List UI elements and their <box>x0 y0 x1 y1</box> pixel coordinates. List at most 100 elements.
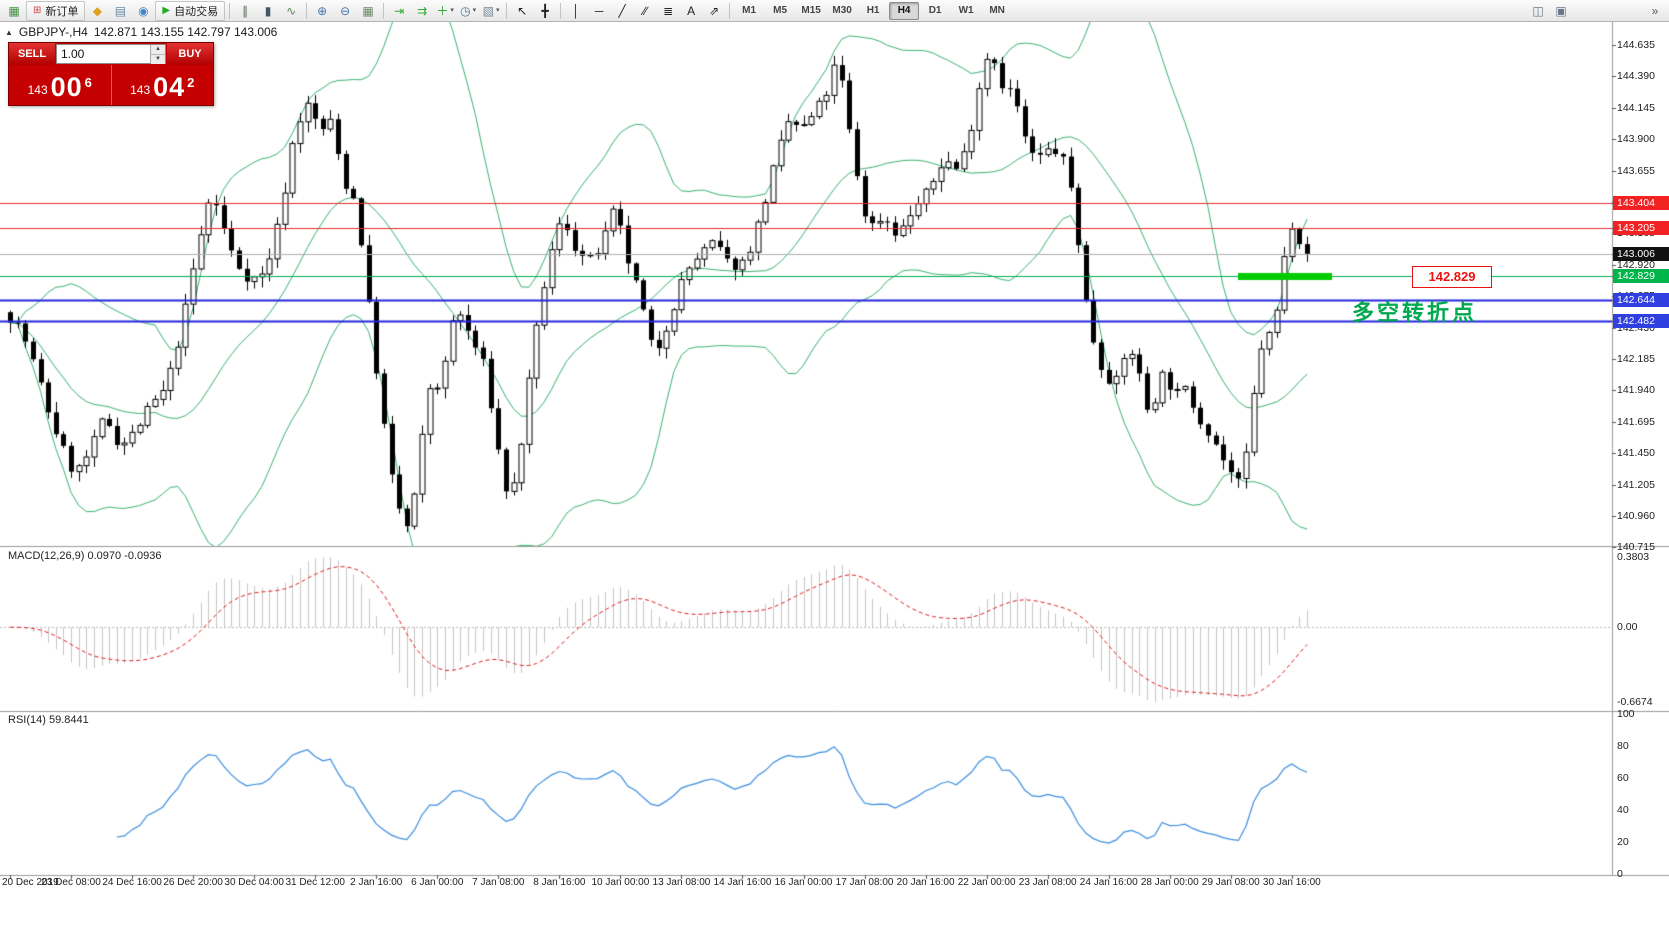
price-axis-label: 140.715 <box>1617 541 1655 554</box>
price-axis-label: 143.900 <box>1617 133 1655 146</box>
timeframe-h4-button[interactable]: H4 <box>889 1 920 20</box>
dropdown-caret-icon: ▾ <box>496 6 500 14</box>
timeframe-m30-button[interactable]: M30 <box>832 4 852 16</box>
new-order-icon: ⊞ <box>33 5 42 16</box>
rsi-axis-label: 20 <box>1617 836 1629 848</box>
time-axis-label: 10 Jan 00:00 <box>591 877 650 888</box>
volume-increase-button[interactable]: ▲ <box>151 45 165 54</box>
time-axis-label: 24 Dec 16:00 <box>102 877 162 888</box>
periods-button[interactable]: ◷ ▾ <box>460 3 477 18</box>
service-icon[interactable]: ◉ <box>138 3 149 18</box>
crosshair-icon[interactable]: ╋ <box>541 3 549 18</box>
toolbar-separator <box>729 2 731 19</box>
time-axis-label: 23 Jan 08:00 <box>1018 877 1077 888</box>
tile-windows-icon[interactable]: ▦ <box>362 3 374 18</box>
autotrading-icon: ▶ <box>162 5 171 16</box>
price-axis-label: 142.185 <box>1617 353 1655 366</box>
macd-axis-label: 0.00 <box>1617 621 1638 634</box>
new-order-button[interactable]: ⊞ 新订单 <box>26 0 86 21</box>
chart-shift-icon[interactable]: ⇥ <box>394 3 405 18</box>
price-axis-label: 141.940 <box>1617 384 1655 397</box>
fibonacci-icon[interactable]: ≣ <box>663 3 674 18</box>
price-tag: 143.205 <box>1613 221 1669 236</box>
toolbar-separator <box>306 2 308 19</box>
toolbar-separator <box>560 2 562 19</box>
indicators-button[interactable]: ＋ ▾ <box>436 3 454 18</box>
time-axis-label: 8 Jan 16:00 <box>533 877 586 888</box>
time-axis-label: 2 Jan 16:00 <box>350 877 403 888</box>
time-axis-label: 31 Dec 12:00 <box>285 877 345 888</box>
timeframe-mn-button[interactable]: MN <box>989 4 1005 16</box>
one-click-collapse-icon[interactable]: ▲ <box>5 27 13 37</box>
price-axis-label: 144.390 <box>1617 70 1655 83</box>
time-axis-label: 24 Jan 16:00 <box>1079 877 1138 888</box>
price-axis-label: 141.205 <box>1617 478 1655 491</box>
price-tag: 142.482 <box>1613 313 1669 328</box>
autotrading-button[interactable]: ▶ 自动交易 <box>155 0 226 21</box>
buy-button[interactable]: BUY <box>167 43 213 65</box>
price-axis-label: 141.450 <box>1617 447 1655 460</box>
ask-price[interactable]: 143 04 2 <box>112 65 214 105</box>
auto-scroll-icon[interactable]: ⇉ <box>417 3 428 18</box>
ask-pips: 04 <box>153 72 186 102</box>
bid-price[interactable]: 143 00 6 <box>9 65 112 105</box>
timeframe-h1-button[interactable]: H1 <box>866 4 880 16</box>
line-chart-type-icon[interactable]: ∿ <box>286 3 297 18</box>
time-axis-label: 22 Jan 00:00 <box>957 877 1016 888</box>
horizontal-line-icon[interactable]: ─ <box>594 3 604 18</box>
volume-box: ▲ ▼ <box>56 44 166 64</box>
time-axis-label: 20 Jan 16:00 <box>896 877 955 888</box>
text-icon[interactable]: A <box>687 3 696 18</box>
volume-input[interactable] <box>57 45 150 63</box>
toolbar-overflow-icon[interactable]: » <box>1651 3 1659 18</box>
arrange-windows-icon[interactable]: ▣ <box>1555 3 1567 18</box>
trendline-icon[interactable]: ╱ <box>618 3 626 18</box>
candlestick-chart-type-icon[interactable]: ▮ <box>264 3 272 18</box>
timeframe-d1-button[interactable]: D1 <box>928 4 942 16</box>
volume-decrease-button[interactable]: ▼ <box>151 54 165 64</box>
new-chart-icon[interactable]: ▦ <box>8 3 20 18</box>
bid-pips: 00 <box>50 72 83 102</box>
metaeditor-icon[interactable]: ◆ <box>92 3 102 18</box>
timeframe-m5-button[interactable]: M5 <box>773 4 788 16</box>
symbol-name: GBPJPY-,H4 <box>18 25 88 39</box>
main-chart-canvas[interactable] <box>0 22 1669 947</box>
channel-icon[interactable]: ∕∕ <box>643 3 648 18</box>
rsi-axis-label: 100 <box>1617 708 1635 720</box>
print-icon[interactable]: ▤ <box>114 3 127 18</box>
vertical-line-icon[interactable]: │ <box>572 3 580 18</box>
price-axis-label: 143.655 <box>1617 164 1655 177</box>
price-axis-label: 140.960 <box>1617 510 1655 523</box>
price-level-label[interactable]: 142.829 <box>1412 266 1492 288</box>
time-axis-label: 14 Jan 16:00 <box>713 877 772 888</box>
chart-annotation-text[interactable]: 多空转折点 <box>1352 300 1478 325</box>
time-axis-label: 29 Jan 08:00 <box>1201 877 1260 888</box>
rsi-axis-label: 0 <box>1617 868 1623 880</box>
macd-axis-label: 0.3803 <box>1617 551 1650 563</box>
rsi-indicator-label: RSI(14) 59.8441 <box>8 714 89 726</box>
sell-button[interactable]: SELL <box>9 43 55 65</box>
price-axis-label: 144.635 <box>1617 38 1655 51</box>
timeframe-m15-button[interactable]: M15 <box>801 4 821 16</box>
bid-big-figure: 143 <box>27 83 48 97</box>
ohlc-values: 142.871 143.155 142.797 143.006 <box>93 25 278 39</box>
price-tag: 142.644 <box>1613 293 1669 308</box>
zoom-out-icon[interactable]: ⊖ <box>340 3 351 18</box>
cursor-icon[interactable]: ↖ <box>517 3 528 18</box>
price-axis[interactable]: 144.635 144.390 144.145 143.900 143.655 143.4… <box>1613 22 1669 875</box>
timeframe-m1-button[interactable]: M1 <box>742 4 757 16</box>
time-axis[interactable]: 20 Dec 2019 23 Dec 08:00 24 Dec 16:00 26 De… <box>0 876 1612 892</box>
time-axis-label: 23 Dec 08:00 <box>41 877 101 888</box>
price-axis-label: 142.920 <box>1617 258 1655 271</box>
templates-button[interactable]: ▧ ▾ <box>482 3 500 18</box>
zoom-in-icon[interactable]: ⊕ <box>317 3 328 18</box>
bar-chart-type-icon[interactable]: ∥ <box>242 3 249 18</box>
price-tag: 142.829 <box>1613 269 1669 284</box>
dropdown-caret-icon: ▾ <box>450 6 454 14</box>
timeframe-w1-button[interactable]: W1 <box>958 4 974 16</box>
arrows-icon[interactable]: ⇗ <box>709 3 720 18</box>
chart-window-icon[interactable]: ◫ <box>1532 3 1544 18</box>
price-tag: 143.006 <box>1613 246 1669 261</box>
volume-spinner: ▲ ▼ <box>150 45 165 64</box>
